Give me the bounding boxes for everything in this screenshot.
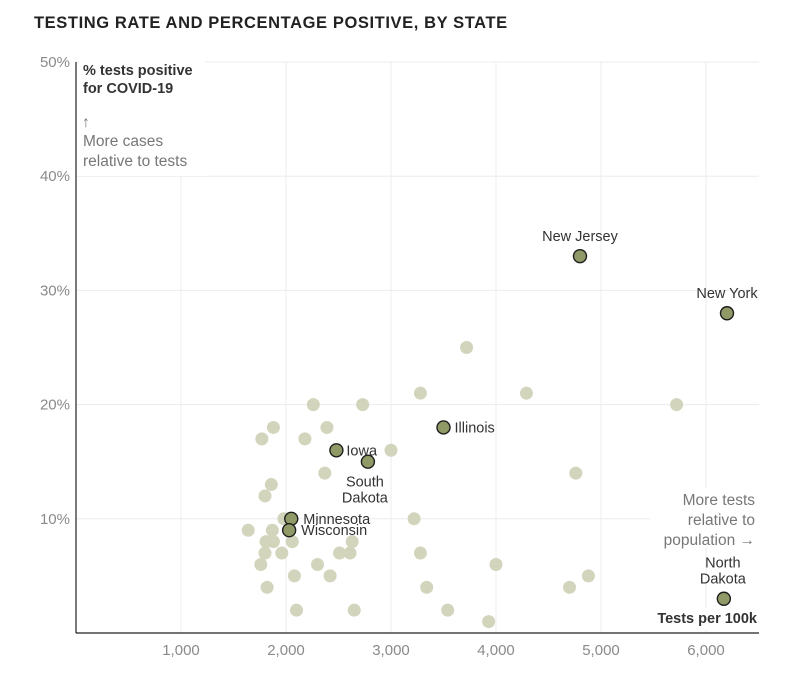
y-axis-note: More cases relative to tests bbox=[83, 133, 187, 170]
state-point bbox=[285, 535, 299, 549]
state-point bbox=[266, 420, 280, 434]
state-label: Wisconsin bbox=[301, 523, 367, 539]
y-arrow: ↑ bbox=[82, 114, 90, 131]
state-label: Iowa bbox=[346, 443, 378, 459]
x-axis-note: More tests relative to population → bbox=[664, 492, 756, 549]
state-point bbox=[311, 557, 324, 571]
axes bbox=[75, 62, 759, 634]
x-tick-label: 3,000 bbox=[372, 642, 410, 659]
annotations: % tests positive for COVID-19 ↑ More case… bbox=[79, 58, 762, 630]
state-point bbox=[266, 535, 280, 549]
state-point bbox=[260, 580, 274, 594]
x-tick-label: 4,000 bbox=[477, 642, 515, 659]
state-point bbox=[343, 546, 357, 560]
state-point bbox=[407, 512, 421, 526]
state-label: New York bbox=[696, 286, 758, 302]
state-point bbox=[345, 535, 359, 549]
state-point bbox=[306, 398, 320, 412]
x-tick-label: 6,000 bbox=[687, 642, 725, 659]
state-point bbox=[258, 546, 272, 560]
highlighted-state-point bbox=[360, 454, 376, 469]
y-tick-label: 30% bbox=[40, 282, 70, 299]
state-label: North Dakota bbox=[700, 556, 747, 588]
state-point bbox=[563, 580, 576, 594]
state-label: New Jersey bbox=[542, 229, 618, 245]
state-point bbox=[413, 546, 427, 560]
y-tick-label: 50% bbox=[40, 54, 70, 71]
state-point bbox=[287, 569, 301, 583]
highlighted-state-point bbox=[716, 591, 732, 606]
state-point bbox=[255, 432, 269, 446]
highlighted-state-point bbox=[719, 306, 735, 321]
state-point bbox=[318, 466, 332, 480]
x-tick-label: 1,000 bbox=[162, 642, 200, 659]
state-label: Illinois bbox=[455, 420, 495, 436]
y-tick-label: 20% bbox=[40, 397, 70, 414]
state-label: Minnesota bbox=[303, 512, 371, 528]
x-axis-title: Tests per 100k bbox=[657, 611, 758, 627]
state-point bbox=[413, 386, 427, 400]
state-point bbox=[347, 603, 361, 617]
highlighted-state-point bbox=[436, 420, 451, 435]
state-point bbox=[420, 580, 434, 594]
highlighted-state-point bbox=[281, 523, 297, 538]
state-point bbox=[241, 523, 255, 537]
x-note-backdrop bbox=[650, 488, 762, 548]
y-axis-title: % tests positive for COVID-19 bbox=[83, 63, 193, 97]
state-point bbox=[323, 569, 337, 583]
state-point bbox=[264, 478, 278, 492]
state-point bbox=[290, 603, 303, 617]
state-point bbox=[581, 569, 595, 583]
x-tick-label: 5,000 bbox=[582, 642, 620, 659]
state-point bbox=[320, 420, 334, 434]
state-point bbox=[384, 443, 398, 457]
tick-labels: 1,000 2,000 3,000 4,000 5,000 6,000 10% 20% 30% 4… bbox=[40, 54, 725, 659]
state-label: South Dakota bbox=[342, 475, 389, 507]
state-point bbox=[441, 603, 455, 617]
state-point bbox=[265, 523, 279, 537]
y-tick-label: 40% bbox=[40, 168, 70, 185]
state-points bbox=[241, 341, 684, 629]
state-point bbox=[670, 398, 684, 412]
state-point bbox=[254, 557, 268, 571]
state-point bbox=[298, 432, 312, 446]
highlighted-state-point bbox=[329, 443, 344, 458]
x-title-backdrop bbox=[648, 608, 760, 630]
state-point bbox=[489, 557, 503, 571]
state-point bbox=[569, 466, 583, 480]
state-point bbox=[460, 341, 474, 354]
state-point bbox=[333, 546, 347, 560]
state-point bbox=[519, 386, 533, 400]
state-point bbox=[356, 398, 370, 412]
state-labels: New Jersey New York Illinois Iowa South Dakot… bbox=[301, 229, 758, 588]
state-point bbox=[482, 615, 496, 629]
grid bbox=[76, 61, 759, 633]
y-tick-label: 10% bbox=[40, 511, 70, 528]
chart-title: TESTING RATE AND PERCENTAGE POSITIVE, BY… bbox=[34, 14, 508, 32]
highlighted-state-point bbox=[572, 248, 588, 264]
state-point bbox=[258, 489, 272, 503]
state-point bbox=[275, 546, 289, 560]
y-title-backdrop bbox=[79, 58, 205, 176]
x-tick-label: 2,000 bbox=[267, 642, 305, 659]
highlighted-state-points bbox=[281, 248, 735, 606]
